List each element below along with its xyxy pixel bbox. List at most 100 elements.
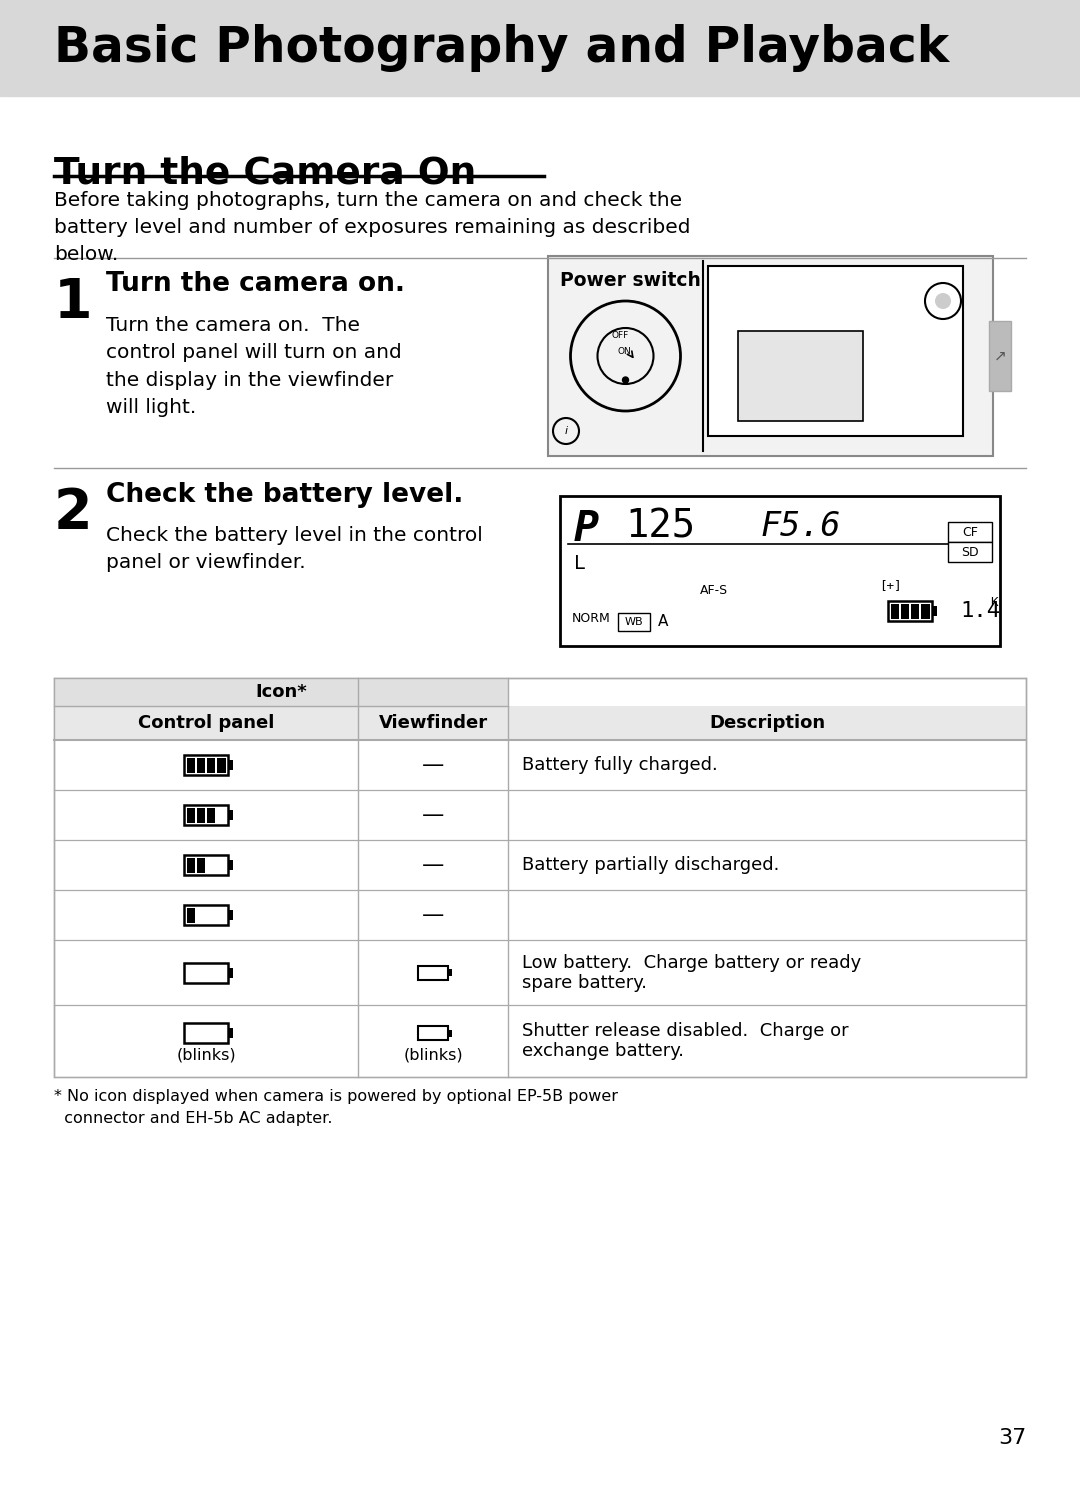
Bar	[187, 807, 195, 822]
Bar	[948, 522, 993, 542]
Bar	[184, 905, 228, 924]
Bar	[197, 758, 205, 773]
Text: 1: 1	[54, 276, 93, 330]
Bar	[228, 909, 233, 920]
Text: Battery partially discharged.: Battery partially discharged.	[522, 856, 780, 874]
Text: (blinks): (blinks)	[403, 1048, 463, 1062]
Text: CF: CF	[962, 526, 977, 538]
Bar	[197, 908, 205, 923]
Bar	[427, 1028, 432, 1039]
Text: —: —	[422, 755, 444, 776]
Bar	[184, 1022, 228, 1043]
Bar	[184, 854, 228, 875]
Text: Icon*: Icon*	[255, 684, 307, 701]
Text: SD: SD	[961, 545, 978, 559]
Bar	[206, 857, 215, 872]
Bar	[901, 603, 909, 618]
Text: (blinks): (blinks)	[176, 1048, 235, 1062]
Bar	[357, 706, 508, 740]
Bar	[228, 1028, 233, 1039]
Bar	[187, 857, 195, 872]
Text: spare battery.: spare battery.	[522, 973, 647, 991]
Bar	[206, 807, 215, 822]
Text: ↗: ↗	[994, 349, 1007, 364]
Bar	[618, 614, 650, 632]
Text: Turn the Camera On: Turn the Camera On	[54, 156, 476, 192]
Bar	[217, 908, 226, 923]
Bar	[921, 603, 930, 618]
Text: Check the battery level in the control
panel or viewfinder.: Check the battery level in the control p…	[106, 526, 483, 572]
Text: —: —	[422, 805, 444, 825]
Text: Battery fully charged.: Battery fully charged.	[522, 756, 718, 774]
Text: exchange battery.: exchange battery.	[522, 1042, 684, 1060]
Text: 2: 2	[54, 486, 93, 539]
Text: Viewfinder: Viewfinder	[378, 713, 487, 733]
Text: —: —	[422, 854, 444, 875]
Bar	[888, 600, 932, 621]
Bar	[217, 857, 226, 872]
Text: NORM: NORM	[572, 612, 611, 624]
Bar	[184, 963, 228, 982]
Bar	[448, 1030, 453, 1037]
Bar	[228, 759, 233, 770]
Bar	[54, 706, 357, 740]
Bar	[228, 810, 233, 820]
Bar	[427, 967, 432, 978]
Text: OFF: OFF	[611, 331, 629, 340]
Bar	[197, 964, 205, 979]
Bar	[548, 256, 993, 456]
Bar	[441, 967, 446, 978]
Bar	[187, 964, 195, 979]
Bar	[184, 755, 228, 776]
Text: Control panel: Control panel	[138, 713, 274, 733]
Bar	[184, 805, 228, 825]
Text: 37: 37	[998, 1428, 1026, 1447]
Circle shape	[622, 377, 629, 383]
Bar	[434, 967, 440, 978]
Bar	[206, 758, 215, 773]
Bar	[508, 706, 1026, 740]
Text: K: K	[990, 596, 998, 609]
Text: Description: Description	[708, 713, 825, 733]
Bar	[187, 908, 195, 923]
Bar	[932, 606, 937, 617]
Bar	[197, 807, 205, 822]
Bar	[206, 1025, 215, 1040]
Text: * No icon displayed when camera is powered by optional EP-5B power
  connector a: * No icon displayed when camera is power…	[54, 1089, 618, 1126]
Bar	[420, 967, 426, 978]
Bar	[54, 678, 508, 706]
Bar	[441, 1028, 446, 1039]
Text: Turn the camera on.: Turn the camera on.	[106, 270, 405, 297]
Bar	[228, 967, 233, 978]
Bar	[738, 331, 863, 421]
Text: 125: 125	[625, 508, 696, 545]
Bar	[217, 807, 226, 822]
Bar	[448, 969, 453, 976]
Text: WB: WB	[624, 617, 644, 627]
Text: ON: ON	[618, 346, 631, 355]
Bar	[217, 1025, 226, 1040]
Text: Power switch: Power switch	[561, 270, 701, 290]
Bar	[891, 603, 900, 618]
Text: L: L	[573, 554, 585, 574]
Text: Check the battery level.: Check the battery level.	[106, 481, 463, 508]
Text: Shutter release disabled.  Charge or: Shutter release disabled. Charge or	[522, 1022, 849, 1040]
Text: —: —	[422, 905, 444, 924]
Bar	[228, 860, 233, 869]
Bar	[948, 542, 993, 562]
Bar	[0, 0, 1080, 97]
Bar	[187, 758, 195, 773]
Text: Turn the camera on.  The
control panel will turn on and
the display in the viewf: Turn the camera on. The control panel wi…	[106, 317, 402, 416]
Bar	[217, 758, 226, 773]
Text: i: i	[565, 426, 568, 435]
Bar	[418, 966, 448, 979]
Bar	[54, 678, 1026, 1077]
Text: F5.6: F5.6	[760, 510, 840, 542]
Bar	[561, 496, 1000, 646]
Text: 1.4: 1.4	[960, 600, 1000, 621]
Bar	[420, 1028, 426, 1039]
Bar	[197, 857, 205, 872]
Text: Basic Photography and Playback: Basic Photography and Playback	[54, 24, 949, 71]
Bar	[910, 603, 919, 618]
Bar	[197, 1025, 205, 1040]
